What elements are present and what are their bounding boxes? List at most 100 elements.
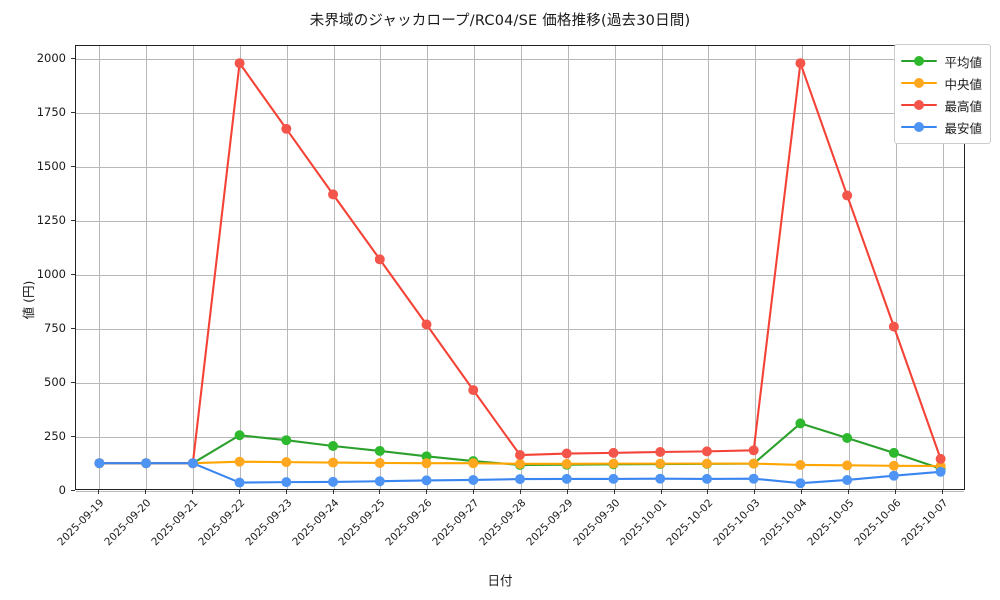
- gridline-horizontal: [76, 437, 964, 438]
- y-tick-mark: [71, 490, 75, 491]
- legend-swatch-icon: [901, 55, 938, 67]
- x-tick-mark: [145, 490, 147, 494]
- gridline-vertical: [239, 46, 241, 489]
- series-lines: [94, 58, 946, 489]
- data-point: [795, 459, 806, 470]
- x-tick-mark: [801, 490, 803, 494]
- y-tick-label: 1000: [36, 266, 66, 281]
- data-point: [281, 477, 292, 488]
- gridline-vertical: [333, 46, 335, 489]
- x-tick-mark: [566, 490, 568, 494]
- gridline-vertical: [427, 46, 429, 489]
- legend-item-2[interactable]: 最高値: [901, 94, 982, 116]
- data-point: [421, 475, 432, 486]
- data-point: [234, 477, 245, 488]
- y-tick-mark: [71, 273, 75, 275]
- x-tick-mark: [98, 490, 100, 494]
- y-tick-mark: [71, 436, 75, 437]
- gridline-vertical: [286, 46, 288, 489]
- data-point: [842, 433, 853, 444]
- data-point: [281, 457, 292, 468]
- y-tick-label: 250: [44, 428, 66, 443]
- data-point: [468, 458, 479, 469]
- data-point: [187, 458, 198, 469]
- gridline-vertical: [895, 46, 897, 489]
- gridline-horizontal: [76, 220, 964, 222]
- legend-swatch-icon: [901, 121, 938, 133]
- legend-item-3[interactable]: 最安値: [901, 116, 982, 138]
- chart-legend: 平均値中央値最高値最安値: [894, 44, 991, 144]
- data-point: [328, 457, 339, 468]
- data-point: [421, 458, 432, 469]
- data-point: [795, 478, 806, 489]
- x-tick-mark: [285, 490, 287, 494]
- x-tick-mark: [473, 490, 475, 494]
- data-point: [888, 460, 899, 471]
- chart-title: 未界域のジャッカロープ/RC04/SE 価格推移(過去30日間): [309, 13, 691, 29]
- gridline-horizontal: [76, 382, 964, 384]
- x-tick-mark: [613, 490, 615, 494]
- legend-swatch-icon: [901, 77, 938, 89]
- data-point: [281, 123, 292, 134]
- data-point: [701, 458, 712, 469]
- data-point: [701, 446, 712, 457]
- data-point: [655, 447, 666, 457]
- x-tick-mark: [238, 490, 240, 494]
- data-point: [935, 466, 946, 477]
- legend-swatch-icon: [901, 99, 938, 111]
- data-point: [842, 190, 853, 201]
- x-tick-mark: [192, 490, 194, 494]
- data-point: [515, 458, 525, 469]
- data-point: [281, 435, 292, 446]
- gridline-horizontal: [76, 58, 964, 60]
- gridline-vertical: [614, 46, 616, 489]
- gridline-vertical: [802, 46, 804, 489]
- legend-label: 最高値: [944, 98, 982, 114]
- gridline-horizontal: [76, 328, 964, 330]
- y-tick-mark: [71, 57, 75, 59]
- gridline-vertical: [708, 46, 710, 489]
- series-3: [94, 458, 946, 489]
- data-point: [328, 476, 339, 487]
- gridline-vertical: [942, 46, 944, 489]
- gridline-vertical: [848, 46, 850, 489]
- data-point: [888, 447, 899, 458]
- y-axis-label: 値 (円): [20, 280, 36, 320]
- data-point: [748, 473, 759, 484]
- gridline-vertical: [99, 46, 101, 489]
- y-tick-label: 1750: [36, 104, 66, 119]
- data-point: [842, 474, 853, 485]
- gridline-horizontal: [76, 274, 964, 276]
- legend-label: 平均値: [944, 54, 982, 70]
- x-axis-label: 日付: [487, 573, 513, 588]
- legend-label: 最安値: [944, 120, 982, 136]
- data-point: [515, 450, 525, 461]
- data-point: [748, 458, 759, 469]
- data-point: [795, 418, 806, 429]
- data-point: [608, 458, 619, 469]
- y-tick-mark: [71, 219, 75, 221]
- y-tick-label: 500: [44, 374, 66, 389]
- data-point: [608, 447, 619, 458]
- y-tick-mark: [71, 111, 75, 113]
- data-point: [608, 473, 619, 484]
- data-point: [748, 445, 759, 456]
- data-point: [561, 448, 572, 459]
- data-point: [421, 451, 432, 462]
- x-tick-mark: [847, 490, 849, 494]
- data-point: [655, 473, 666, 484]
- gridlines: [76, 46, 964, 492]
- x-tick-mark: [941, 490, 943, 494]
- data-point: [94, 458, 105, 469]
- legend-item-0[interactable]: 平均値: [901, 50, 982, 72]
- data-point: [468, 474, 479, 485]
- legend-item-1[interactable]: 中央値: [901, 72, 982, 94]
- data-point: [374, 445, 385, 456]
- gridline-vertical: [755, 46, 757, 489]
- gridline-vertical: [567, 46, 569, 489]
- data-point: [374, 457, 385, 468]
- y-tick-label: 750: [44, 320, 66, 335]
- data-point: [655, 458, 666, 469]
- x-tick-mark: [660, 490, 662, 494]
